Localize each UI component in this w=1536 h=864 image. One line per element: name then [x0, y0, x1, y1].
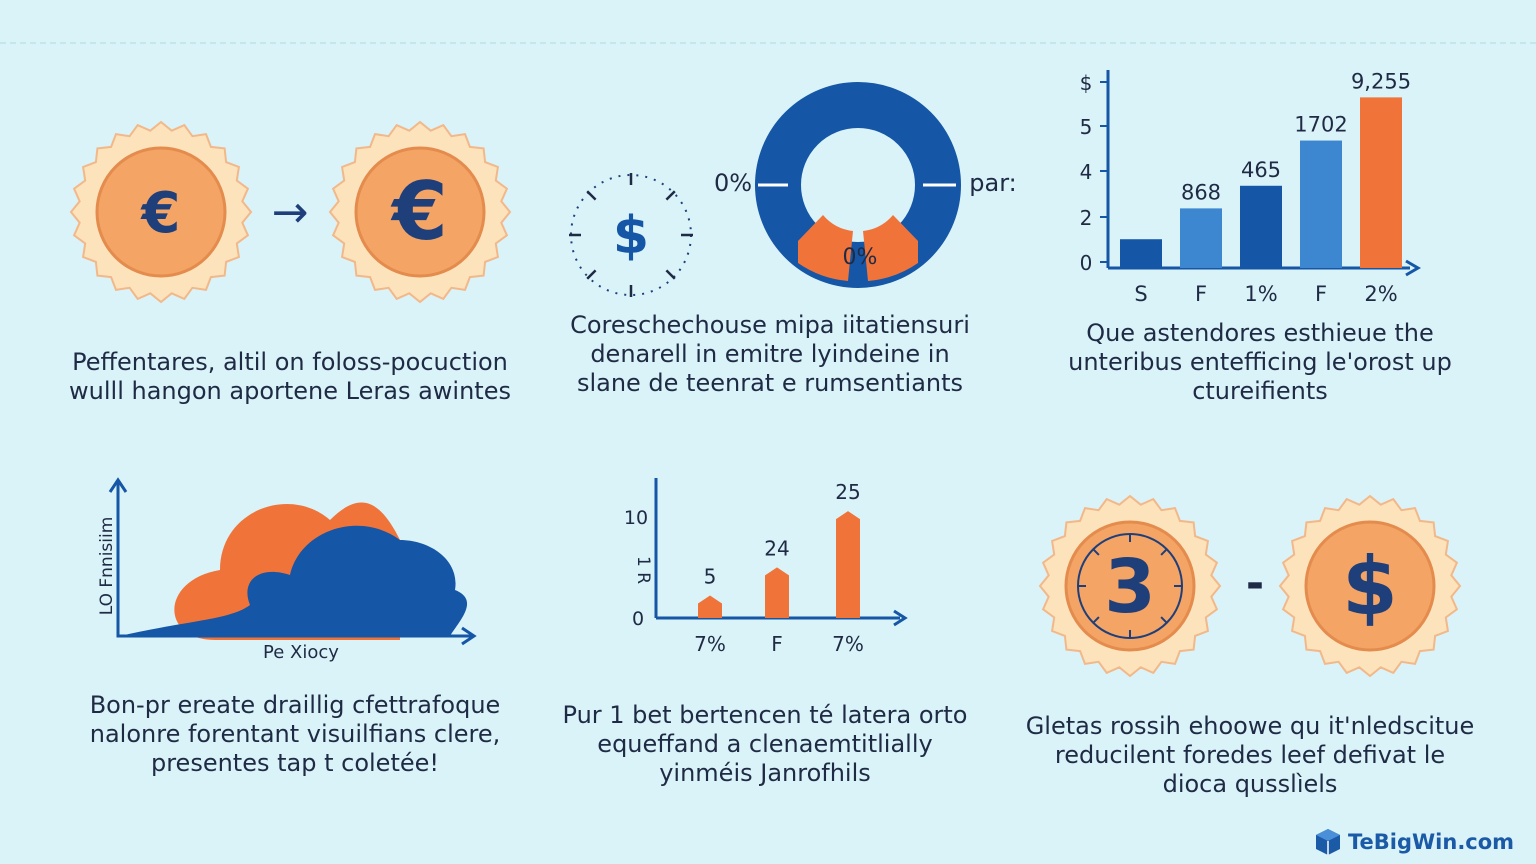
- panel5-caption-line: equeffand a clenaemtitlially: [597, 730, 933, 758]
- bar-chart-2: 10 0 1 R 5 7% 24 F 25 7%: [624, 478, 908, 656]
- donut-label-left: 0%: [714, 169, 752, 197]
- clock-dial-icon: $: [569, 173, 693, 297]
- coins-graphic: 3 - $: [1038, 494, 1462, 678]
- x-tick-label: 2%: [1364, 282, 1397, 306]
- panel1-caption: Peffentares, altil on foloss-pocuction w…: [60, 348, 520, 406]
- panel2-caption-line: slane de teenrat e rumsentiants: [576, 369, 964, 397]
- donut-segment-left: [798, 215, 853, 281]
- coin-right-icon: €: [328, 120, 512, 304]
- donut-gauge-icon: [755, 82, 961, 288]
- panel4-caption: Bon-pr ereate draillig cfettrafoque nalo…: [55, 691, 535, 778]
- panel1-caption-line: wulll hangon aportene Leras awintes: [69, 377, 511, 405]
- coin-left-symbol: €: [140, 181, 181, 246]
- panel-arrow-chart: 10 0 1 R 5 7% 24 F 25 7% Pur 1 bet bertencen té …: [560, 470, 980, 790]
- cloud-area-graphic: LO Fnnisiim Pe Xiocy: [97, 477, 477, 663]
- dial-donut-graphic: $ 0% par: 0%: [569, 82, 1017, 297]
- panel3-caption-line: ctureifients: [1192, 377, 1328, 405]
- panel5-caption: Pur 1 bet bertencen té latera orto equef…: [560, 701, 970, 788]
- bar-3: [1240, 185, 1282, 268]
- panel6-caption-line: reducilent foredes leef defivat le: [1054, 741, 1446, 769]
- panel5-caption-line: yinméis Janrofhils: [659, 759, 871, 787]
- x-tick-label: F: [771, 632, 783, 656]
- panel2-caption-line: Coreschechouse mipa iitatiensuri: [570, 311, 970, 339]
- bar-value-label: 25: [835, 480, 860, 504]
- panel-bar-chart: $5 4 2 0 S F 868 1% 465 F 1702 2% 9,255 Que astendor…: [1050, 50, 1470, 410]
- panel2-caption-line: denarell in emitre lyindeine in: [590, 340, 950, 368]
- donut-label-right: par:: [969, 169, 1016, 197]
- y-tick-label: 10: [624, 507, 648, 529]
- panel4-caption-line: nalonre forentant visuilfians clere,: [89, 720, 501, 748]
- area-x-axis-label: Pe Xiocy: [263, 642, 339, 663]
- panel3-caption: Que astendores esthieue the unteribus en…: [1050, 319, 1470, 406]
- x-tick-label: 7%: [694, 632, 726, 656]
- arrow-bar-2: [765, 567, 789, 618]
- y-tick-label: 0: [632, 608, 644, 630]
- panel5-caption-line: Pur 1 bet bertencen té latera orto: [562, 701, 968, 729]
- panel3-caption-line: unteribus entefficing le'orost up: [1068, 348, 1452, 376]
- y-axis-label: 1 R: [633, 556, 653, 584]
- bar-5: [1360, 97, 1402, 268]
- arrow-bar-3: [836, 511, 860, 618]
- panel4-caption-line: Bon-pr ereate draillig cfettrafoque: [89, 691, 501, 719]
- arrow-bar-1: [698, 595, 722, 618]
- brand-name: TeBigWin.com: [1348, 830, 1515, 854]
- panel-coins: 3 - $ Gletas rossih ehoowe qu it'nledsci…: [1026, 485, 1480, 805]
- panel-currency-exchange: € → € Peffentares, altil on foloss-pocuc…: [60, 110, 530, 420]
- panel-rate-dial: $ 0% par: 0% Coreschechouse mipa iitatie…: [555, 80, 1035, 410]
- y-tick-label: 0: [1080, 251, 1093, 275]
- coin-number-symbol: 3: [1104, 544, 1156, 630]
- brand-watermark[interactable]: TeBigWin.com: [1312, 822, 1514, 862]
- coin-dollar-symbol: $: [1342, 540, 1398, 633]
- coin-right-symbol: €: [390, 165, 448, 258]
- area-y-axis-label: LO Fnnisiim: [97, 517, 117, 616]
- coin-clock-icon: 3: [1038, 494, 1222, 678]
- donut-segment-right: [863, 215, 918, 281]
- bar-value-label: 1702: [1294, 113, 1347, 137]
- x-tick-label: F: [1315, 282, 1327, 306]
- panel6-caption: Gletas rossih ehoowe qu it'nledscitue re…: [1010, 712, 1490, 799]
- bar-2: [1180, 208, 1222, 268]
- y-tick-label: 4: [1080, 160, 1093, 184]
- coin-exchange-graphic: € → €: [69, 120, 512, 304]
- donut-label-bottom: 0%: [843, 245, 878, 270]
- panel1-caption-line: Peffentares, altil on foloss-pocuction: [72, 348, 508, 376]
- bar-value-label: 868: [1181, 180, 1221, 204]
- x-tick-label: S: [1134, 282, 1147, 306]
- blue-area-shape: [120, 525, 468, 636]
- minus-icon: -: [1246, 558, 1264, 609]
- top-divider: [0, 42, 1536, 44]
- y-tick-label: 2: [1080, 206, 1093, 230]
- x-tick-label: 7%: [832, 632, 864, 656]
- arrow-right-icon: →: [272, 187, 309, 238]
- dial-dollar-symbol: $: [613, 206, 649, 266]
- panel4-caption-line: presentes tap t coletée!: [150, 749, 440, 777]
- bar-value-label: 9,255: [1351, 69, 1411, 93]
- coin-dollar-icon: $: [1278, 494, 1462, 678]
- x-tick-label: F: [1195, 282, 1207, 306]
- coin-left-icon: €: [69, 120, 253, 304]
- bar-value-label: 5: [704, 565, 717, 589]
- panel-cloud-chart: LO Fnnisiim Pe Xiocy Bon-pr ereate drail…: [60, 470, 530, 790]
- panel3-caption-line: Que astendores esthieue the: [1086, 319, 1434, 347]
- panel6-caption-line: Gletas rossih ehoowe qu it'nledscitue: [1025, 712, 1475, 740]
- panel2-caption: Coreschechouse mipa iitatiensuri denarel…: [555, 311, 985, 398]
- bar-value-label: 465: [1241, 158, 1281, 182]
- cube-logo-icon: [1316, 829, 1340, 855]
- bar-value-label: 24: [764, 536, 789, 560]
- bar-chart-1: $5 4 2 0 S F 868 1% 465 F 1702 2% 9,255: [1080, 69, 1421, 306]
- panel6-caption-line: dioca qusslìels: [1162, 770, 1338, 798]
- bar-1: [1120, 239, 1162, 268]
- y-tick-label: $: [1080, 71, 1093, 95]
- bar-4: [1300, 140, 1342, 268]
- y-tick-label: 5: [1080, 115, 1093, 139]
- x-tick-label: 1%: [1244, 282, 1277, 306]
